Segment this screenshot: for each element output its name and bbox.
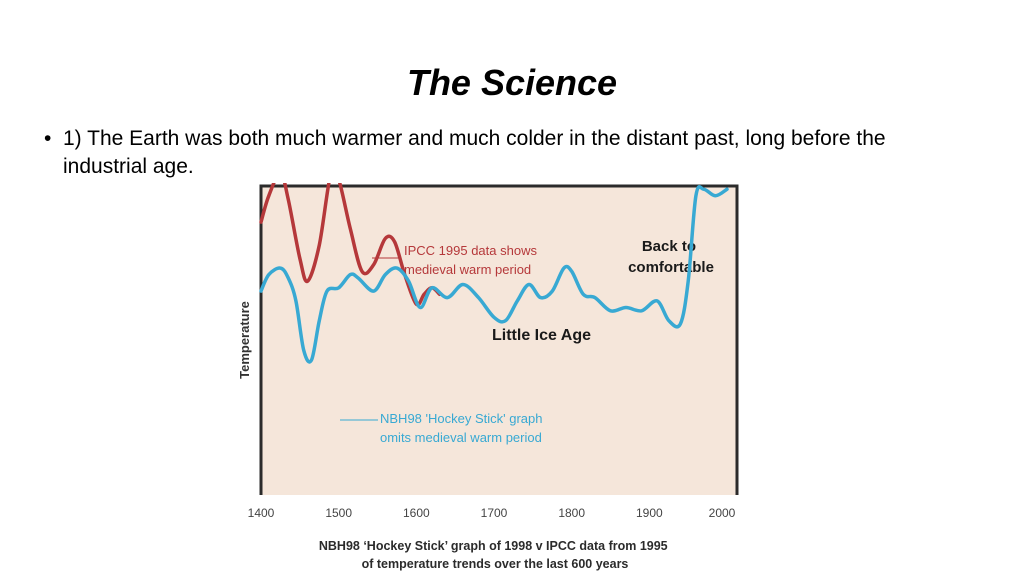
- back-to-label-line2: comfortable: [628, 259, 714, 276]
- nbh98-series-line: [259, 185, 729, 364]
- x-tick-label-1800: 1800: [558, 506, 585, 520]
- nbh98-annotation-line2: omits medieval warm period: [380, 430, 542, 445]
- x-tick-label-1500: 1500: [325, 506, 352, 520]
- bullet-point: • 1) The Earth was both much warmer and …: [44, 125, 944, 181]
- back-to-label-line1: Back to: [642, 238, 696, 255]
- back-to-comfortable-label: Back to comfortable: [628, 238, 714, 276]
- bullet-text: 1) The Earth was both much warmer and mu…: [63, 127, 886, 178]
- ipcc-annotation-line2: medieval warm period: [404, 262, 531, 277]
- series-lines: [259, 183, 729, 364]
- plot-frame: [259, 184, 739, 495]
- caption-line2: of temperature trends over the last 600 …: [362, 557, 629, 571]
- plot-background: [261, 186, 737, 495]
- bullet-marker: •: [44, 127, 52, 150]
- x-axis-ticks: 1400 1500 1600 1700 1800 1900 2000: [248, 506, 736, 520]
- chart-caption: NBH98 ‘Hockey Stick’ graph of 1998 v IPC…: [319, 539, 671, 571]
- little-ice-age-label: Little Ice Age: [492, 327, 591, 344]
- nbh98-annotation: NBH98 'Hockey Stick' graph omits medieva…: [380, 411, 546, 445]
- caption-line1: NBH98 ‘Hockey Stick’ graph of 1998 v IPC…: [319, 539, 668, 553]
- hockey-stick-chart: Temperature 1400 1500 1600 1700 1800 1900 2000…: [237, 183, 739, 571]
- y-axis-label: Temperature: [237, 301, 252, 379]
- x-tick-label-1900: 1900: [636, 506, 663, 520]
- x-tick-label-1600: 1600: [403, 506, 430, 520]
- nbh98-annotation-line1: NBH98 'Hockey Stick' graph: [380, 411, 542, 426]
- x-tick-label-1400: 1400: [248, 506, 275, 520]
- ipcc-annotation-line1: IPCC 1995 data shows: [404, 243, 537, 258]
- x-tick-label-2000: 2000: [709, 506, 736, 520]
- slide-title: The Science: [406, 62, 618, 103]
- x-tick-label-1700: 1700: [481, 506, 508, 520]
- ipcc-annotation: IPCC 1995 data shows medieval warm perio…: [404, 243, 541, 277]
